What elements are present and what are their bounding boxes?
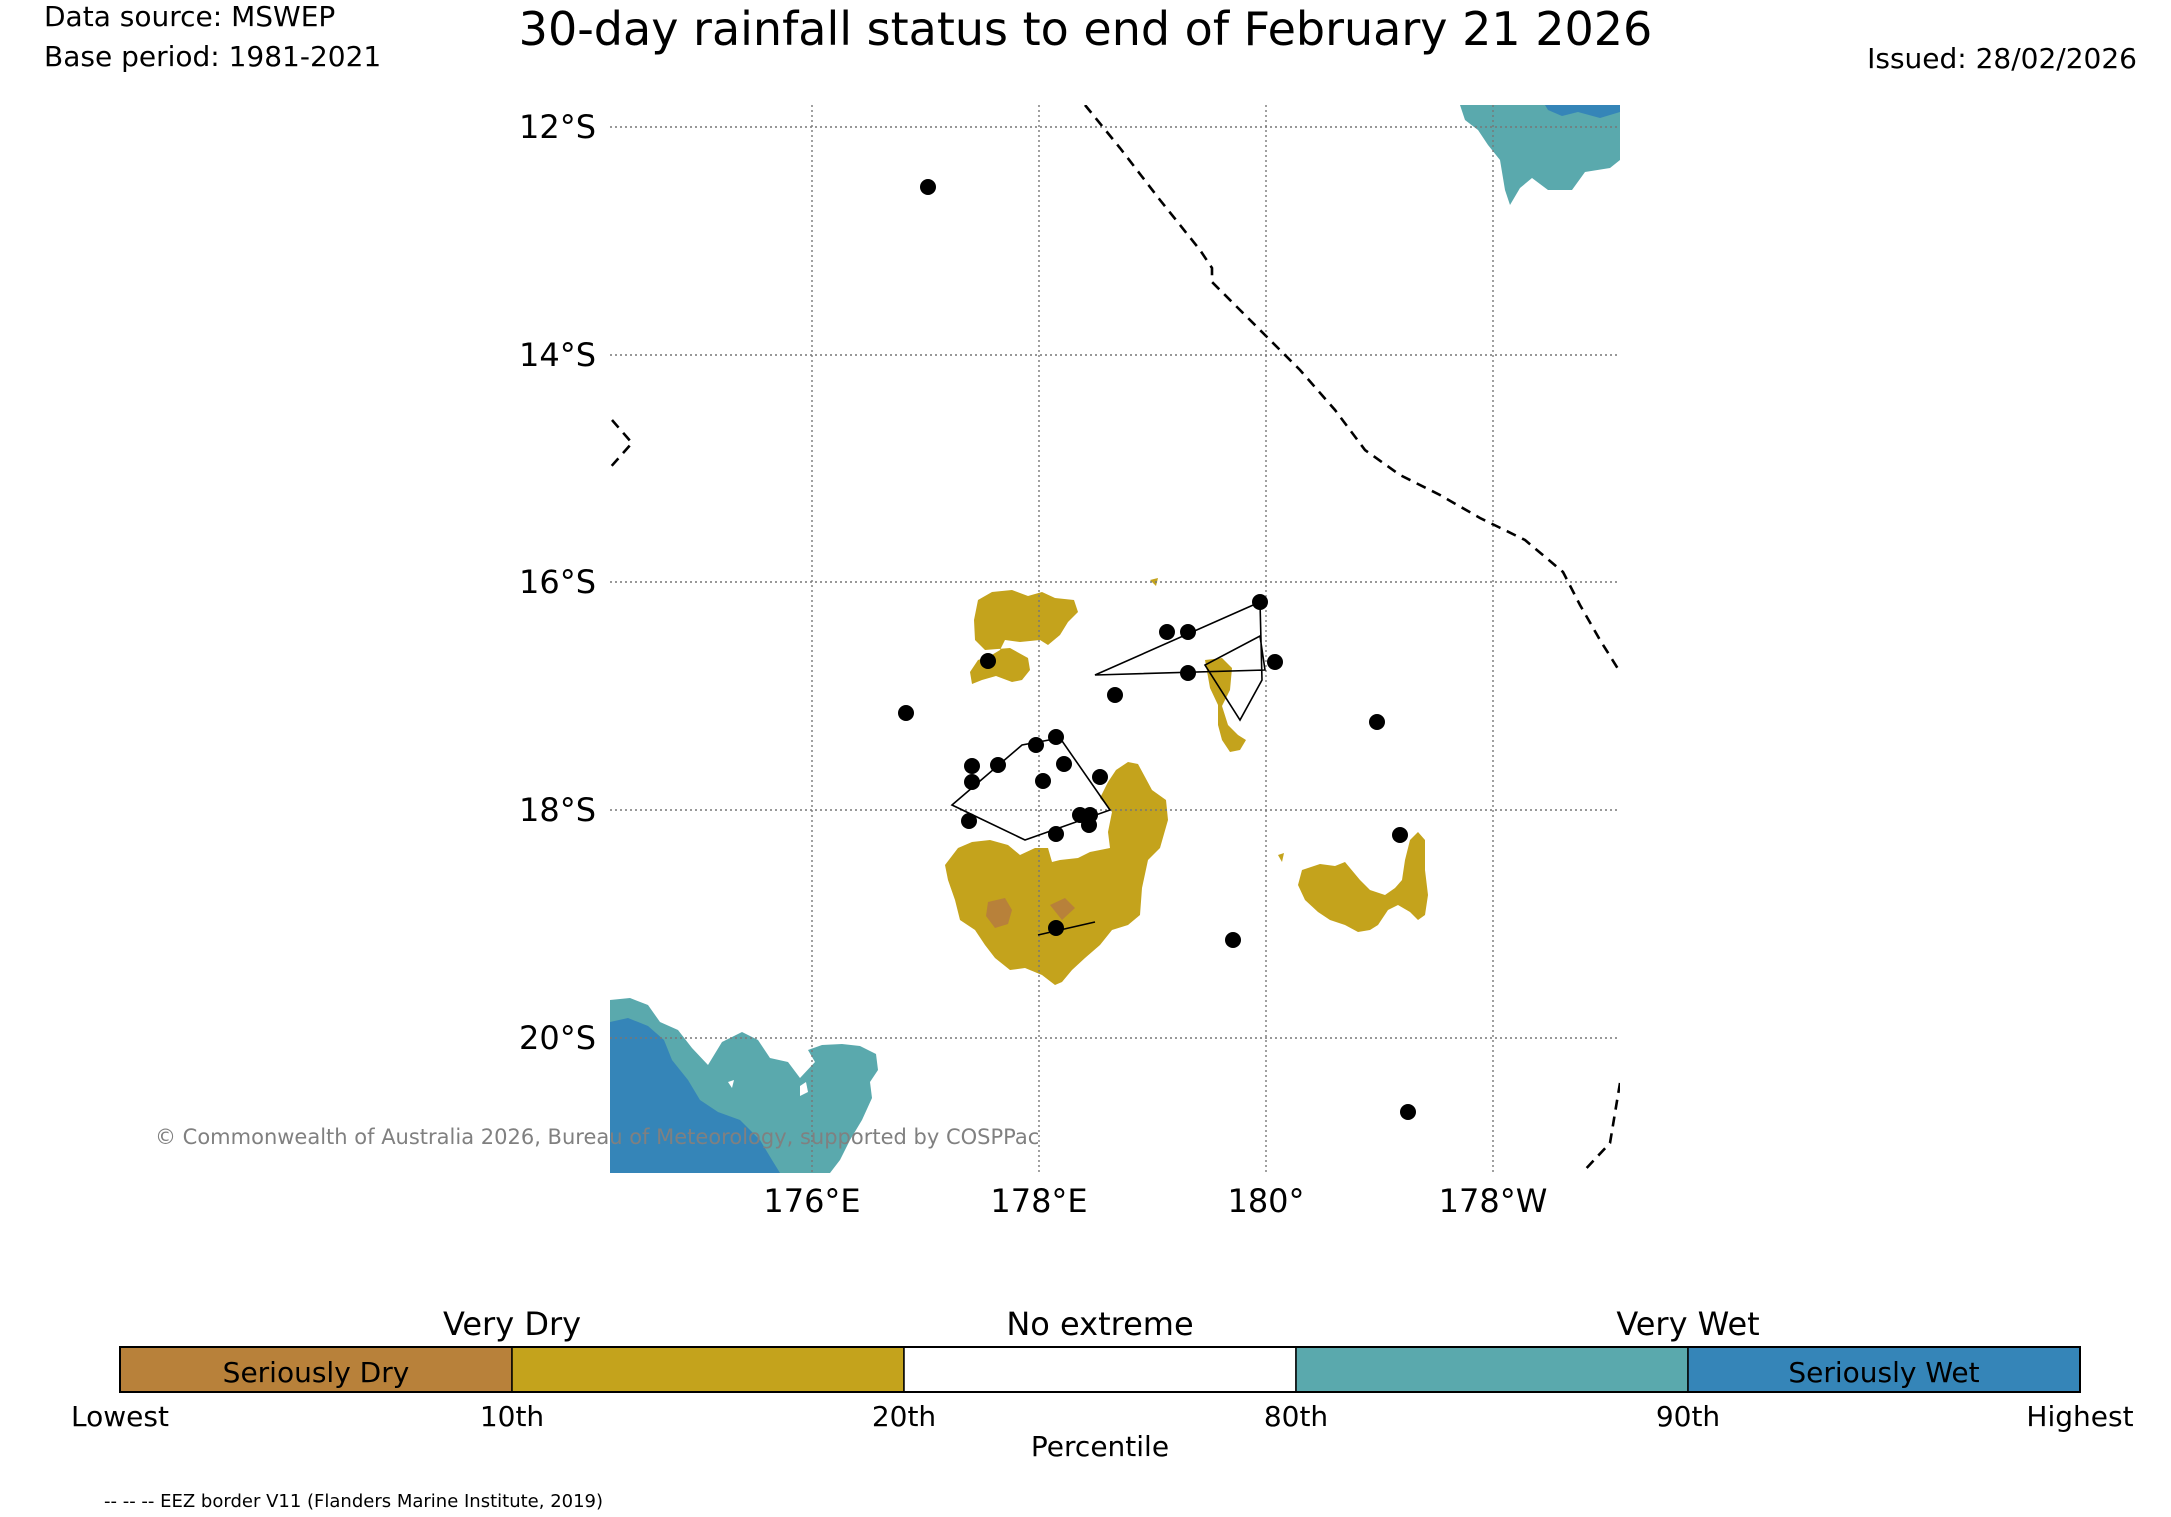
legend-tick-label: 10th — [480, 1400, 544, 1433]
station-dot — [1092, 769, 1108, 785]
legend-colorbar — [119, 1346, 2081, 1393]
station-dot — [1035, 773, 1051, 789]
station-dot — [1392, 827, 1408, 843]
station-dot — [964, 758, 980, 774]
dry-region-lau — [1298, 832, 1428, 932]
station-markers — [898, 179, 1416, 1120]
map-title: 30-day rainfall status to end of Februar… — [518, 2, 1653, 56]
legend-tick-label: 80th — [1264, 1400, 1328, 1433]
copyright-notice: © Commonwealth of Australia 2026, Bureau… — [155, 1125, 1040, 1149]
station-dot — [1028, 737, 1044, 753]
legend: Very Dry No extreme Very Wet Seriously D… — [71, 1305, 2134, 1463]
station-dot — [1048, 920, 1064, 936]
seriously-dry-patch — [1050, 898, 1075, 920]
station-dot — [1081, 817, 1097, 833]
station-dot — [1180, 665, 1196, 681]
lon-label: 178°W — [1439, 1182, 1548, 1220]
dry-region-viti-levu — [945, 762, 1168, 985]
lon-label: 180° — [1227, 1182, 1304, 1220]
station-dot — [920, 179, 936, 195]
legend-axis-title: Percentile — [1031, 1430, 1169, 1463]
legend-group-label: Very Wet — [1616, 1305, 1759, 1343]
lat-label: 12°S — [519, 108, 596, 146]
station-dot — [1267, 654, 1283, 670]
seriously-wet-region-northeast — [1545, 105, 1620, 118]
legend-segment — [1295, 1346, 1689, 1393]
wet-region-northeast — [1460, 105, 1620, 205]
station-dot — [1225, 932, 1241, 948]
dry-region-vanua-levu — [970, 590, 1078, 684]
station-dot — [1048, 826, 1064, 842]
station-dot — [961, 813, 977, 829]
lat-label: 20°S — [519, 1019, 596, 1057]
station-dot — [1369, 714, 1385, 730]
station-dot — [1048, 729, 1064, 745]
station-dot — [1056, 756, 1072, 772]
station-dot — [1400, 1104, 1416, 1120]
legend-segment — [511, 1346, 905, 1393]
eez-border-note: -- -- -- EEZ border V11 (Flanders Marine… — [104, 1491, 604, 1512]
station-dot — [1159, 624, 1175, 640]
base-period-label: Base period: 1981-2021 — [44, 40, 382, 73]
map-gridlines — [610, 105, 1620, 1173]
legend-tick-label: 90th — [1656, 1400, 1720, 1433]
legend-group-label: Very Dry — [443, 1305, 581, 1343]
map-area — [610, 105, 1620, 1173]
legend-group-label: No extreme — [1006, 1305, 1193, 1343]
legend-tick-label: Lowest — [71, 1400, 169, 1433]
station-dot — [990, 757, 1006, 773]
lon-label: 176°E — [763, 1182, 860, 1220]
lat-label: 16°S — [519, 563, 596, 601]
data-source-label: Data source: MSWEP — [44, 0, 336, 33]
lat-label: 14°S — [519, 336, 596, 374]
legend-segment-label: Seriously Dry — [223, 1356, 410, 1389]
seriously-dry-patch — [986, 898, 1012, 928]
station-dot — [964, 774, 980, 790]
station-dot — [1252, 594, 1268, 610]
legend-segment — [903, 1346, 1297, 1393]
station-dot — [980, 653, 996, 669]
station-dot — [1180, 624, 1196, 640]
station-dot — [1107, 687, 1123, 703]
legend-tick-label: 20th — [872, 1400, 936, 1433]
lat-label: 18°S — [519, 791, 596, 829]
lon-label: 178°E — [990, 1182, 1087, 1220]
issued-date-label: Issued: 28/02/2026 — [1867, 42, 2137, 75]
island-group-outlines — [950, 600, 1266, 936]
eez-border — [610, 105, 1620, 1173]
legend-tick-label: Highest — [2026, 1400, 2133, 1433]
legend-segment-label: Seriously Wet — [1788, 1356, 1979, 1389]
station-dot — [898, 705, 914, 721]
seriously-wet-region-southwest — [610, 1018, 780, 1173]
